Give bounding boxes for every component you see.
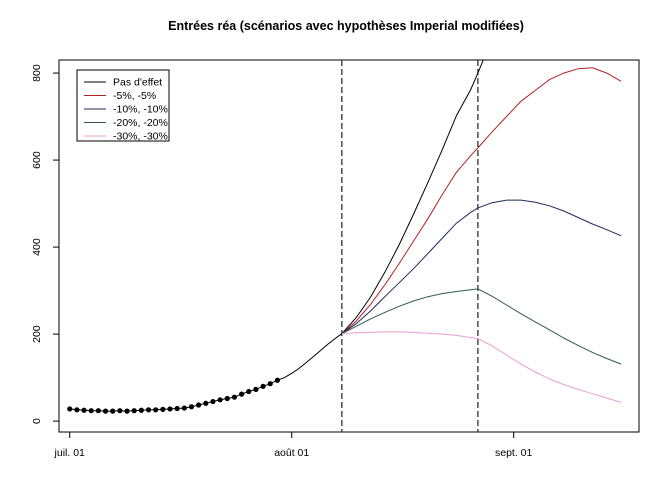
- observed-point: [145, 407, 152, 413]
- observed-point: [131, 408, 137, 414]
- observed-point: [95, 408, 101, 414]
- observed-point: [138, 407, 144, 413]
- y-axis: 0 200 400 600 800: [31, 64, 59, 424]
- series-line-0: [341, 60, 484, 335]
- fitted-line-group: [277, 333, 343, 381]
- y-tick-label: 800: [31, 64, 43, 82]
- observed-point: [224, 395, 230, 402]
- x-tick-label: juil. 01: [54, 447, 86, 459]
- series-lines: [341, 60, 622, 403]
- y-tick-label: 0: [31, 418, 43, 424]
- legend-box: [76, 69, 170, 142]
- observed-point: [274, 377, 280, 383]
- observed-point: [102, 408, 109, 414]
- observed-point: [210, 398, 216, 405]
- observed-point: [188, 404, 195, 410]
- observed-point: [196, 402, 202, 408]
- x-tick-label: sept. 01: [495, 447, 533, 459]
- x-axis: juil. 01 août 01 sept. 01: [54, 432, 533, 459]
- observed-point: [88, 408, 94, 414]
- observed-point: [67, 406, 73, 412]
- legend-label: -20%, -20%: [113, 117, 168, 129]
- series-line-4: [341, 331, 622, 403]
- observed-point: [217, 397, 223, 403]
- legend-label: -5%, -5%: [113, 90, 156, 102]
- observed-point: [267, 381, 273, 387]
- fitted-line: [277, 333, 343, 381]
- observed-point: [81, 407, 87, 413]
- observed-point: [246, 388, 252, 395]
- chart-title: Entrées réa (scénarios avec hypothèses I…: [168, 19, 524, 33]
- observed-point: [253, 386, 259, 392]
- scenario-change-lines: [341, 60, 479, 432]
- observed-point: [124, 408, 130, 414]
- observed-point: [110, 408, 116, 414]
- observed-point: [117, 408, 123, 414]
- y-tick-label: 400: [31, 238, 43, 256]
- observed-point: [160, 406, 166, 412]
- observed-point: [74, 407, 80, 413]
- legend: Pas d'effet-5%, -5% -10%, -10%-20%, -20% -…: [76, 69, 170, 143]
- series-line-3: [341, 288, 622, 365]
- observed-point: [238, 391, 245, 397]
- series-line-2: [341, 199, 622, 335]
- series-line-1: [341, 67, 622, 335]
- observed-point: [260, 383, 266, 389]
- y-tick-label: 200: [31, 325, 43, 343]
- observed-point: [174, 405, 180, 412]
- x-tick-label: août 01: [274, 447, 309, 459]
- observed-point: [153, 407, 159, 413]
- plot-frame: [58, 59, 640, 433]
- legend-label: Pas d'effet: [113, 77, 162, 89]
- legend-label: -10%, -10%: [113, 104, 168, 116]
- observed-point: [203, 400, 209, 406]
- observed-point: [181, 405, 187, 411]
- y-tick-label: 600: [31, 151, 43, 169]
- observed-line: [69, 379, 278, 412]
- legend-label: -30%, -30%: [113, 131, 168, 143]
- observed-point: [167, 406, 173, 412]
- observed-point: [231, 394, 238, 400]
- observed-points: [67, 377, 280, 414]
